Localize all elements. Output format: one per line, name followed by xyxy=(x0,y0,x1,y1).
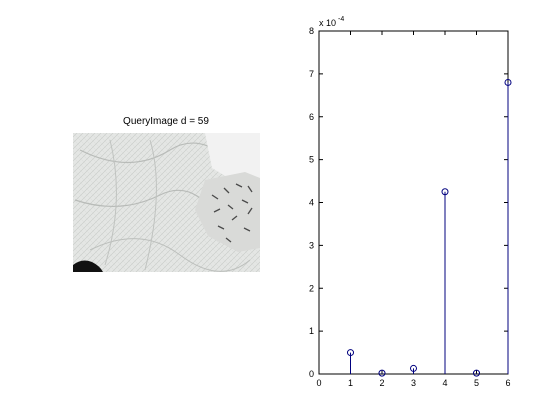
x-tick-label: 5 xyxy=(474,378,479,388)
y-tick-labels: 0 1 2 3 4 5 6 7 8 xyxy=(309,26,314,379)
x-tick-label: 6 xyxy=(505,378,510,388)
query-panel: QueryImage d = 59 xyxy=(73,116,260,272)
pillow xyxy=(205,133,260,180)
query-image-title: QueryImage d = 59 xyxy=(123,116,209,127)
stem-marker xyxy=(504,78,512,86)
stem-marker xyxy=(410,364,417,372)
query-photo xyxy=(73,133,260,272)
stem-marker xyxy=(441,188,449,196)
y-tick-label: 8 xyxy=(309,26,314,36)
y-tick-label: 5 xyxy=(309,155,314,165)
plot-area-frame xyxy=(318,30,509,375)
y-tick-label: 6 xyxy=(309,112,314,122)
x-tick-labels: 0 1 2 3 4 5 6 xyxy=(316,378,510,388)
y-multiplier-base: x 10 xyxy=(319,18,336,28)
y-tick-label: 4 xyxy=(309,198,314,208)
x-tick-label: 3 xyxy=(411,378,416,388)
x-tick-label: 4 xyxy=(442,378,447,388)
y-tick-label: 3 xyxy=(309,240,314,250)
y-tick-label: 2 xyxy=(309,283,314,293)
x-ticks xyxy=(318,31,509,374)
x-tick-label: 2 xyxy=(379,378,384,388)
y-multiplier-exponent: -4 xyxy=(338,16,344,23)
y-multiplier: x 10 -4 xyxy=(319,16,344,28)
stem-chart: 0 1 2 3 4 5 6 0 1 2 3 4 5 6 7 8 x 10 -4 xyxy=(309,16,512,388)
y-tick-label: 7 xyxy=(309,69,314,79)
x-tick-label: 1 xyxy=(348,378,353,388)
x-tick-label: 0 xyxy=(316,378,321,388)
patterned-pillow xyxy=(195,172,260,252)
stem-marker xyxy=(347,349,354,357)
markers xyxy=(347,78,512,377)
dark-object xyxy=(73,260,103,272)
y-tick-label: 1 xyxy=(309,326,314,336)
stem-marker xyxy=(473,369,480,377)
stems xyxy=(350,82,509,374)
y-tick-label: 0 xyxy=(309,369,314,379)
stem-marker xyxy=(378,369,386,377)
y-ticks xyxy=(319,30,508,375)
